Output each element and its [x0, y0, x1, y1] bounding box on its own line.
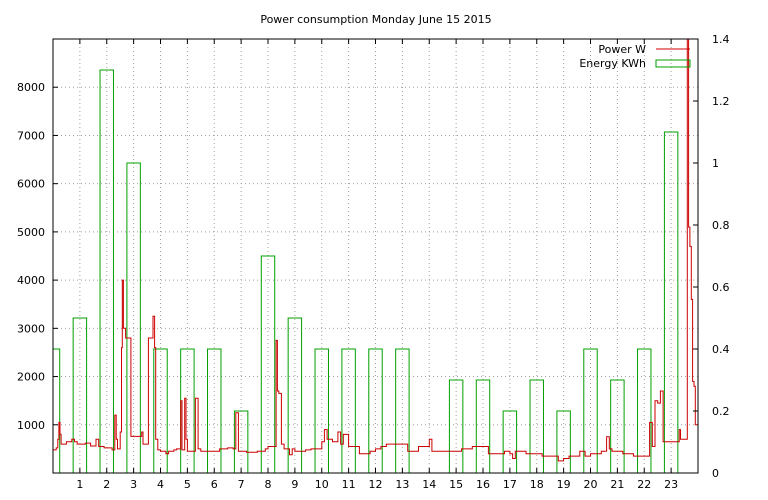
x-tick-label: 5 — [184, 478, 191, 491]
chart-title: Power consumption Monday June 15 2015 — [260, 13, 491, 26]
y-tick-label: 5000 — [17, 226, 45, 239]
x-tick-label: 1 — [76, 478, 83, 491]
x-tick-label: 22 — [637, 478, 651, 491]
x-tick-label: 18 — [530, 478, 544, 491]
y2-tick-label: 0 — [712, 467, 719, 480]
grid-lines — [53, 39, 698, 473]
x-tick-label: 21 — [610, 478, 624, 491]
y2-tick-label: 0.8 — [712, 219, 730, 232]
y-tick-label: 3000 — [17, 322, 45, 335]
x-tick-label: 16 — [476, 478, 490, 491]
x-tick-label: 9 — [291, 478, 298, 491]
x-tick-label: 20 — [584, 478, 598, 491]
x-tick-label: 4 — [157, 478, 164, 491]
legend-swatch-energy — [655, 59, 691, 68]
y-tick-label: 1000 — [17, 419, 45, 432]
y2-tick-label: 1.2 — [712, 95, 730, 108]
x-tick-label: 12 — [369, 478, 383, 491]
y2-tick-label: 0.2 — [712, 405, 730, 418]
legend-label-power: Power W — [598, 43, 646, 56]
legend-label-energy: Energy KWh — [579, 57, 646, 70]
x-tick-label: 14 — [422, 478, 436, 491]
y-tick-label: 2000 — [17, 371, 45, 384]
y2-tick-label: 0.4 — [712, 343, 730, 356]
x-tick-label: 15 — [449, 478, 463, 491]
x-tick-label: 23 — [664, 478, 678, 491]
y-tick-label: 8000 — [17, 81, 45, 94]
x-tick-label: 11 — [342, 478, 356, 491]
y2-tick-label: 1.4 — [712, 33, 730, 46]
x-tick-label: 19 — [557, 478, 571, 491]
x-tick-label: 17 — [503, 478, 517, 491]
axis-ticks: 1 2 3 4 5 6 7 8 9 10 11 12 13 14 15 16 17 18 19 20 21 22 23100… — [17, 33, 730, 491]
x-tick-label: 13 — [395, 478, 409, 491]
y2-tick-label: 0.6 — [712, 281, 730, 294]
x-tick-label: 6 — [211, 478, 218, 491]
y-tick-label: 6000 — [17, 178, 45, 191]
x-tick-label: 3 — [130, 478, 137, 491]
power-series — [53, 38, 699, 462]
y2-tick-label: 1 — [712, 157, 719, 170]
legend: Power W Energy KWh — [579, 43, 691, 70]
y-tick-label: 7000 — [17, 129, 45, 142]
x-tick-label: 10 — [315, 478, 329, 491]
x-tick-label: 8 — [265, 478, 272, 491]
y-tick-label: 4000 — [17, 274, 45, 287]
x-tick-label: 7 — [238, 478, 245, 491]
power-line — [53, 38, 699, 462]
x-tick-label: 2 — [103, 478, 110, 491]
